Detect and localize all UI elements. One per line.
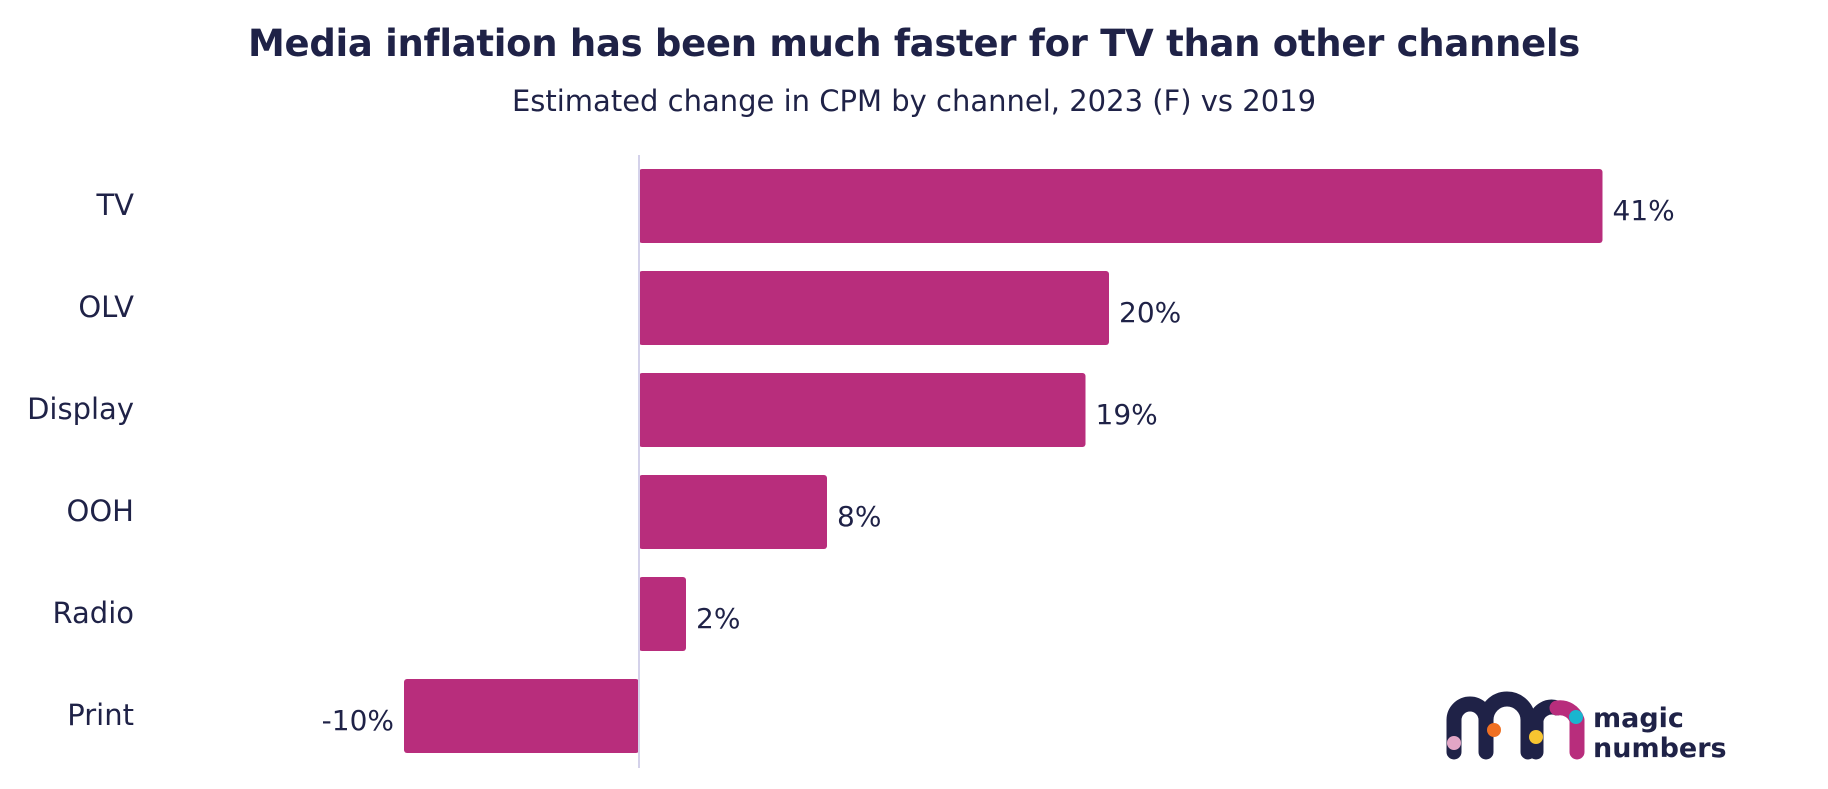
category-label-radio: Radio — [53, 596, 135, 630]
logo-dot-orange — [1487, 723, 1501, 737]
category-label-display: Display — [27, 392, 134, 426]
logo-m-stroke — [1446, 691, 1536, 760]
logo-dot-yellow — [1529, 730, 1543, 744]
bar-olv — [639, 271, 1109, 345]
value-label-tv: 41% — [1613, 194, 1675, 227]
category-labels: TV OLV Display OOH Radio Print — [27, 188, 134, 732]
category-label-tv: TV — [95, 188, 134, 222]
logo-text-numbers: numbers — [1593, 733, 1727, 764]
value-label-ooh: 8% — [837, 500, 881, 533]
value-label-radio: 2% — [696, 602, 740, 635]
logo-dot-pink — [1447, 736, 1461, 750]
bar-print — [404, 679, 639, 753]
value-label-display: 19% — [1096, 398, 1158, 431]
bar-ooh — [639, 475, 827, 549]
value-label-print: -10% — [322, 704, 394, 737]
chart-subtitle: Estimated change in CPM by channel, 2023… — [511, 84, 1317, 118]
logo-dot-cyan — [1569, 710, 1583, 724]
category-label-ooh: OOH — [67, 494, 134, 528]
bar-radio — [639, 577, 686, 651]
logo-text-magic: magic — [1593, 703, 1684, 734]
bar-display — [639, 373, 1086, 447]
magic-numbers-logo: magic numbers — [1446, 691, 1727, 764]
chart-title: Media inflation has been much faster for… — [248, 22, 1580, 65]
category-label-olv: OLV — [78, 290, 134, 324]
bar-tv — [639, 169, 1603, 243]
value-label-olv: 20% — [1119, 296, 1181, 329]
category-label-print: Print — [67, 698, 134, 732]
bars — [404, 169, 1603, 753]
value-labels: 41% 20% 19% 8% 2% -10% — [322, 194, 1675, 737]
